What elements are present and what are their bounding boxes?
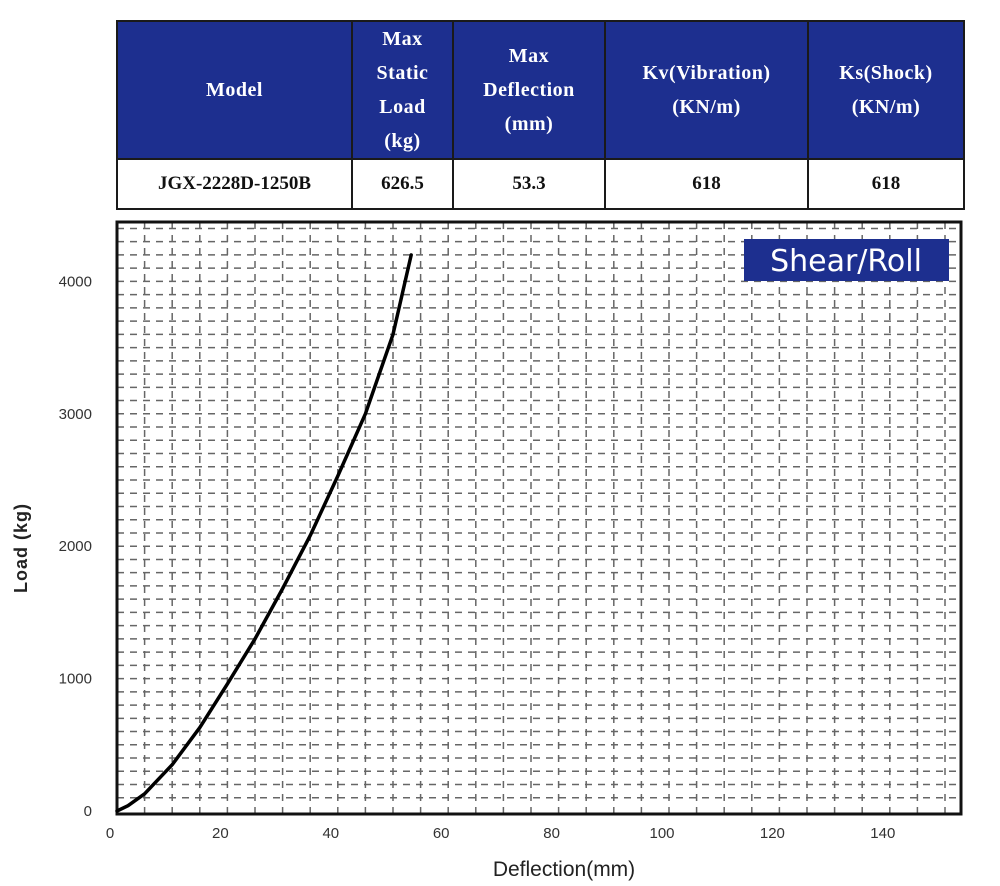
y-tick-label: 4000: [59, 273, 92, 290]
x-tick-labels: 0 20 40 60 80 100 120 140: [106, 825, 895, 842]
x-tick-label: 100: [649, 825, 674, 842]
header-max-static-load: Max Static Load (kg): [351, 20, 454, 160]
spec-table: Model Max Static Load (kg) Max Deflectio…: [116, 20, 965, 210]
chart-grid: [117, 222, 961, 814]
cell-model: JGX-2228D-1250B: [116, 158, 353, 210]
x-tick-label: 80: [543, 825, 560, 842]
x-tick-label: 0: [106, 825, 114, 842]
cell-kv: 618: [604, 158, 809, 210]
y-tick-label: 2000: [59, 538, 92, 555]
x-tick-label: 20: [212, 825, 229, 842]
spec-header-row: Model Max Static Load (kg) Max Deflectio…: [116, 20, 965, 160]
cell-max-static-load: 626.5: [351, 158, 454, 210]
load-deflection-curve: [115, 253, 413, 813]
x-tick-label: 140: [870, 825, 895, 842]
y-tick-label: 0: [84, 803, 92, 820]
chart-title-badge: Shear/Roll: [744, 239, 949, 281]
header-model: Model: [116, 20, 353, 160]
y-tick-label: 3000: [59, 406, 92, 423]
x-axis-title: Deflection(mm): [493, 858, 635, 881]
x-tick-label: 60: [433, 825, 450, 842]
plot-frame: [115, 220, 963, 816]
cell-max-deflection: 53.3: [452, 158, 606, 210]
header-kv-vibration: Kv(Vibration) (KN/m): [604, 20, 809, 160]
chart-title: Shear/Roll: [770, 244, 922, 279]
y-tick-labels: 0 1000 2000 3000 4000: [59, 273, 92, 820]
x-tick-label: 40: [322, 825, 339, 842]
spec-data-row: JGX-2228D-1250B 626.5 53.3 618 618: [116, 158, 965, 210]
x-tick-label: 120: [760, 825, 785, 842]
cell-ks: 618: [807, 158, 965, 210]
y-axis-title: Load (kg): [11, 503, 31, 593]
header-max-deflection: Max Deflection (mm): [452, 20, 606, 160]
header-ks-shock: Ks(Shock) (KN/m): [807, 20, 965, 160]
y-tick-label: 1000: [59, 671, 92, 688]
